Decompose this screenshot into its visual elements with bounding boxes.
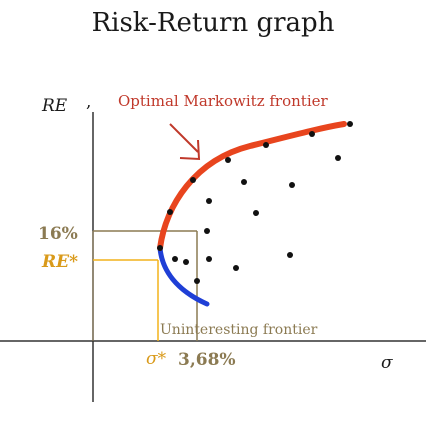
diagram-title: Risk-Return graph bbox=[91, 8, 335, 38]
y-axis-label: RE bbox=[42, 96, 68, 116]
uninteresting-frontier-curve bbox=[157, 245, 210, 307]
frontier-point bbox=[263, 142, 269, 148]
frontier-point bbox=[167, 209, 173, 215]
portfolio-point bbox=[183, 259, 189, 265]
frontier-point bbox=[225, 157, 231, 163]
portfolio-point bbox=[253, 210, 259, 216]
separator: , bbox=[86, 92, 92, 112]
frontier-point bbox=[157, 245, 163, 251]
y-value-label: 16% bbox=[38, 224, 78, 244]
uninteresting-frontier-label: Uninteresting frontier bbox=[160, 322, 318, 338]
optimal-frontier-label: Optimal Markowitz frontier bbox=[118, 92, 328, 110]
portfolio-point bbox=[206, 256, 212, 262]
portfolio-point bbox=[289, 182, 295, 188]
portfolio-point bbox=[233, 265, 239, 271]
portfolio-point bbox=[335, 155, 341, 161]
frontier-arrow bbox=[169, 123, 201, 161]
portfolio-point bbox=[206, 198, 212, 204]
x-value-label: 3,68% bbox=[178, 350, 236, 370]
y-star-label: RE* bbox=[42, 252, 78, 272]
frontier-point bbox=[347, 121, 353, 127]
portfolio-point bbox=[287, 252, 293, 258]
frontier-point bbox=[194, 278, 200, 284]
portfolio-point bbox=[172, 256, 178, 262]
frontier-point bbox=[190, 177, 196, 183]
portfolio-point bbox=[204, 228, 210, 234]
x-star-label: σ* bbox=[146, 349, 167, 369]
x-axis-label: σ bbox=[381, 353, 393, 373]
portfolio-point bbox=[241, 179, 247, 185]
frontier-point bbox=[309, 131, 315, 137]
